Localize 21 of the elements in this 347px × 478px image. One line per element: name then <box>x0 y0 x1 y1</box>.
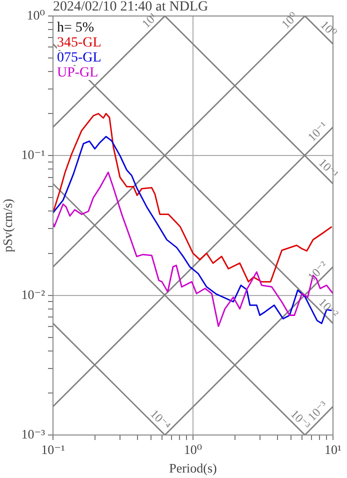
text: 075-GL <box>57 50 102 66</box>
y-axis-title: pSv(cm/s) <box>0 198 16 252</box>
y-tick-label: 10⁻³ <box>21 426 46 442</box>
text: 10⁻² <box>316 295 342 321</box>
x-tick-label: 10⁻¹ <box>41 442 65 458</box>
x-axis-title: Period(s) <box>169 460 217 476</box>
text: 10⁻² <box>304 258 331 284</box>
y-tick-label: 10⁻² <box>21 286 46 302</box>
text: UP-GL <box>57 66 98 81</box>
text: 10⁻¹ <box>304 118 331 144</box>
text: 10⁻¹ <box>316 156 342 182</box>
y-tick-label: 10⁻¹ <box>21 147 46 162</box>
text: 345-GL <box>57 36 102 51</box>
text: 10¹ <box>138 10 160 31</box>
annotation: h= 5% <box>57 20 94 36</box>
text: 10⁻⁴ <box>148 406 174 432</box>
x-tick-label: 10⁰ <box>184 442 202 458</box>
text: 10⁰ <box>318 18 340 40</box>
text: 10⁰ <box>278 9 300 32</box>
x-tick-label: 10¹ <box>324 442 342 458</box>
y-tick-label: 10⁰ <box>26 7 45 22</box>
